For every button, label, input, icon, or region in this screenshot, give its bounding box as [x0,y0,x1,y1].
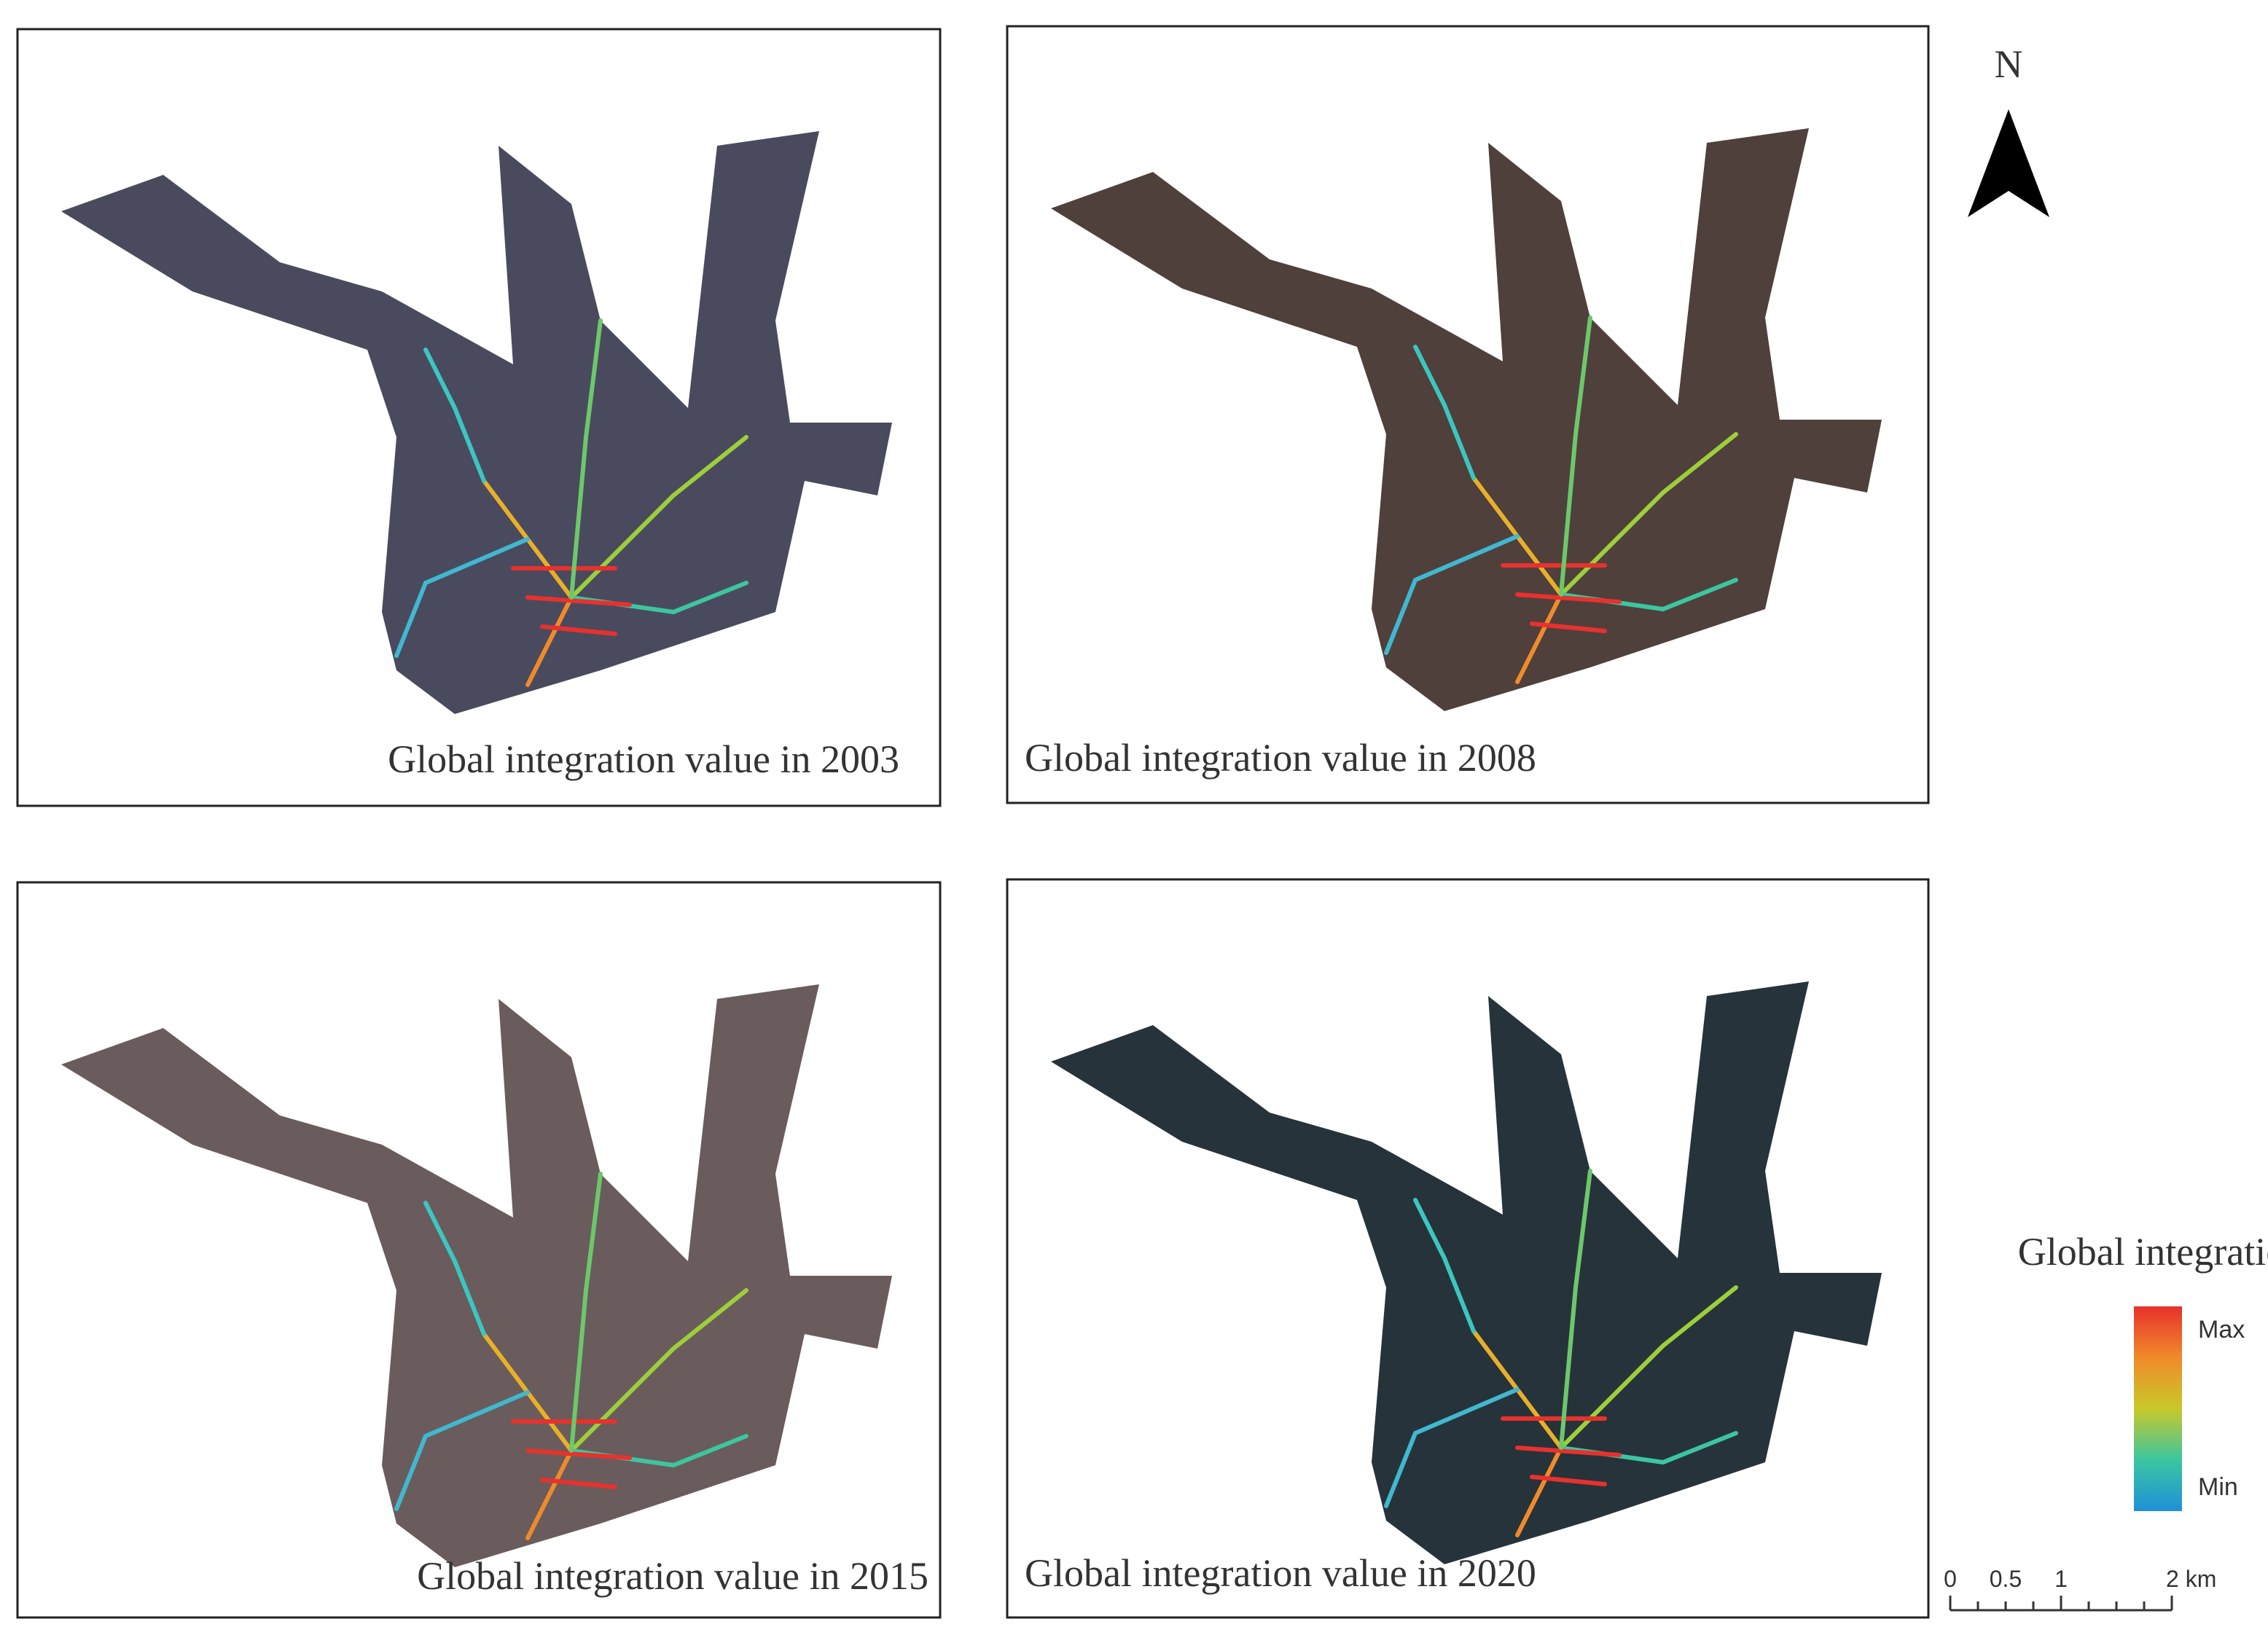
scale-bar [1949,1596,2173,1612]
north-arrow: N [1968,42,2049,217]
legend: Global integration Max Min [2018,1230,2268,1511]
color-ramp [2134,1306,2182,1511]
legend-min: Min [2198,1473,2238,1501]
scale-label: 0.5 [1990,1566,2022,1592]
scale-label: 1 [2054,1566,2068,1592]
map-panel: Global integration value in 2020 [1006,878,1930,1619]
panel-caption: Global integration value in 2015 [417,1554,928,1598]
panel-caption: Global integration value in 2020 [1025,1551,1536,1595]
legend-max: Max [2198,1316,2245,1344]
map-panel: Global integration value in 2015 [16,881,942,1619]
panel-caption: Global integration value in 2008 [1025,736,1536,780]
legend-title: Global integration [2018,1230,2268,1274]
north-label: N [1995,42,2023,86]
map-panel: Global integration value in 2008 [1006,25,1930,804]
map-panel: Global integration value in 2003 [16,28,942,807]
panel-caption: Global integration value in 2003 [388,737,899,781]
scale-label: 2 km [2166,1566,2216,1592]
scale-label: 0 [1944,1566,1957,1592]
